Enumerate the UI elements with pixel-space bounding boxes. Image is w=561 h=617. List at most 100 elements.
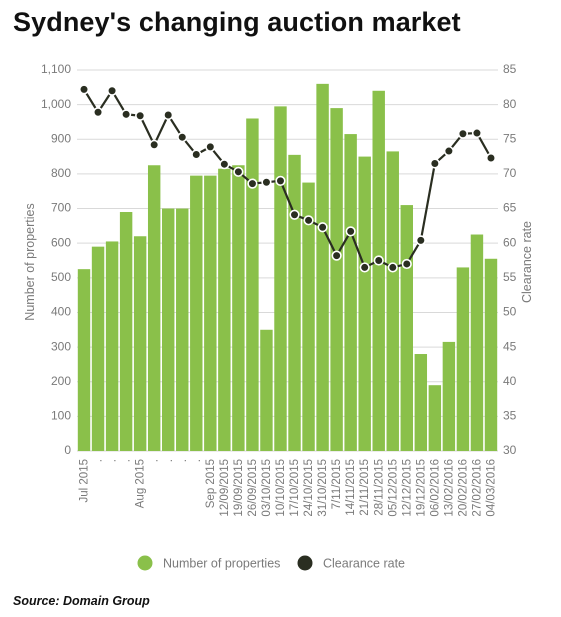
data-point — [247, 178, 258, 189]
data-point — [191, 149, 202, 160]
x-tick-label: 19/12/2015 — [415, 459, 427, 517]
legend-item-number-of-properties: Number of properties — [137, 555, 280, 571]
y-tick-label-right: 75 — [503, 131, 517, 145]
gridlines — [77, 69, 498, 452]
y-tick-label-left: 400 — [51, 305, 71, 319]
x-tick-label: . — [107, 459, 119, 462]
bar — [428, 385, 442, 451]
bar — [400, 205, 413, 451]
y-tick-label-right: 55 — [503, 270, 517, 284]
bar — [162, 208, 175, 451]
source-note: Source: Domain Group — [13, 594, 150, 608]
y-tick-label-left: 600 — [51, 235, 71, 249]
x-tick-label: Sep 2015 — [205, 459, 217, 508]
x-tick-label: 12/12/2015 — [401, 459, 413, 517]
x-tick-label: 17/10/2015 — [289, 459, 301, 517]
data-point — [401, 258, 412, 270]
data-point — [331, 250, 342, 261]
data-point — [457, 128, 469, 139]
data-point — [92, 107, 104, 118]
bar — [442, 341, 456, 451]
x-tick-label: 24/10/2015 — [303, 459, 315, 517]
bar — [77, 269, 91, 451]
line-series-clearance-rate — [78, 84, 497, 273]
x-tick-label: 28/11/2015 — [373, 459, 385, 516]
y-tick-label-right: 70 — [503, 166, 517, 180]
y-tick-label-right: 80 — [503, 97, 517, 111]
left-axis-ticks: 0 100 200 300 400 500 600 700 800 900 1,000 1,100 — [41, 62, 71, 457]
x-tick-label: 12/09/2015 — [219, 459, 231, 517]
data-point — [359, 262, 370, 273]
y-tick-label-right: 40 — [503, 374, 517, 388]
data-point — [387, 262, 398, 273]
x-tick-label: 03/10/2015 — [261, 459, 273, 517]
x-tick-label: . — [191, 459, 203, 462]
data-point — [149, 139, 160, 150]
bar — [147, 165, 161, 451]
y-tick-label-left: 800 — [51, 166, 71, 180]
right-axis-ticks: 30 35 40 45 50 55 60 65 70 75 80 85 — [503, 62, 517, 457]
y-tick-label-left: 1,000 — [41, 97, 71, 111]
x-tick-label: 14/11/2015 — [345, 459, 357, 516]
data-point — [429, 158, 440, 169]
data-point — [303, 215, 314, 226]
chart-title: Sydney's changing auction market — [13, 7, 461, 37]
y-tick-label-left: 700 — [51, 201, 71, 215]
legend-swatch-line — [297, 555, 313, 571]
data-point — [121, 109, 132, 120]
clearance-rate-line — [83, 88, 492, 269]
data-point — [163, 109, 174, 121]
legend-item-clearance-rate: Clearance rate — [297, 555, 405, 571]
bar — [133, 236, 147, 451]
data-point — [345, 226, 356, 237]
y-tick-label-left: 0 — [64, 443, 71, 457]
bar — [386, 151, 399, 451]
bar — [288, 154, 301, 452]
bar — [91, 246, 105, 451]
bar — [372, 90, 385, 451]
y-tick-label-right: 65 — [503, 201, 517, 215]
x-tick-label: . — [93, 459, 105, 462]
data-point — [373, 255, 384, 266]
bar — [414, 354, 428, 451]
x-tick-label: 20/02/2016 — [457, 459, 469, 517]
bar — [456, 267, 470, 451]
data-point — [233, 166, 244, 177]
bar — [190, 175, 203, 451]
y-tick-label-left: 900 — [51, 131, 71, 145]
bar — [176, 208, 189, 451]
x-tick-label: 27/02/2016 — [471, 459, 483, 517]
y-axis-label-right: Clearance rate — [520, 221, 534, 303]
legend-swatch-bar — [137, 555, 153, 571]
data-point — [261, 177, 272, 188]
x-tick-label: 04/03/2016 — [486, 459, 498, 517]
x-tick-label: Aug 2015 — [135, 459, 147, 508]
bar — [204, 175, 217, 451]
bar — [484, 258, 498, 451]
bar — [260, 329, 273, 451]
y-tick-label-right: 35 — [503, 409, 517, 423]
data-point — [177, 132, 188, 143]
x-tick-label: 31/10/2015 — [317, 459, 329, 517]
data-point — [289, 209, 300, 220]
data-point — [106, 85, 118, 96]
data-point — [135, 110, 146, 121]
y-tick-label-left: 100 — [51, 409, 71, 423]
x-tick-label: 06/02/2016 — [429, 459, 441, 517]
y-tick-label-right: 85 — [503, 62, 517, 76]
bar — [316, 83, 329, 451]
data-point — [485, 152, 497, 164]
data-point — [205, 141, 216, 152]
legend: Number of properties Clearance rate — [137, 555, 405, 571]
y-tick-label-left: 500 — [51, 270, 71, 284]
data-point — [275, 175, 286, 186]
y-tick-label-left: 1,100 — [41, 62, 71, 76]
bar — [344, 134, 357, 451]
x-tick-label: . — [163, 459, 175, 462]
data-point — [219, 159, 230, 170]
y-tick-label-left: 300 — [51, 339, 71, 353]
bar — [358, 156, 371, 451]
x-tick-label: 26/09/2015 — [247, 459, 259, 517]
